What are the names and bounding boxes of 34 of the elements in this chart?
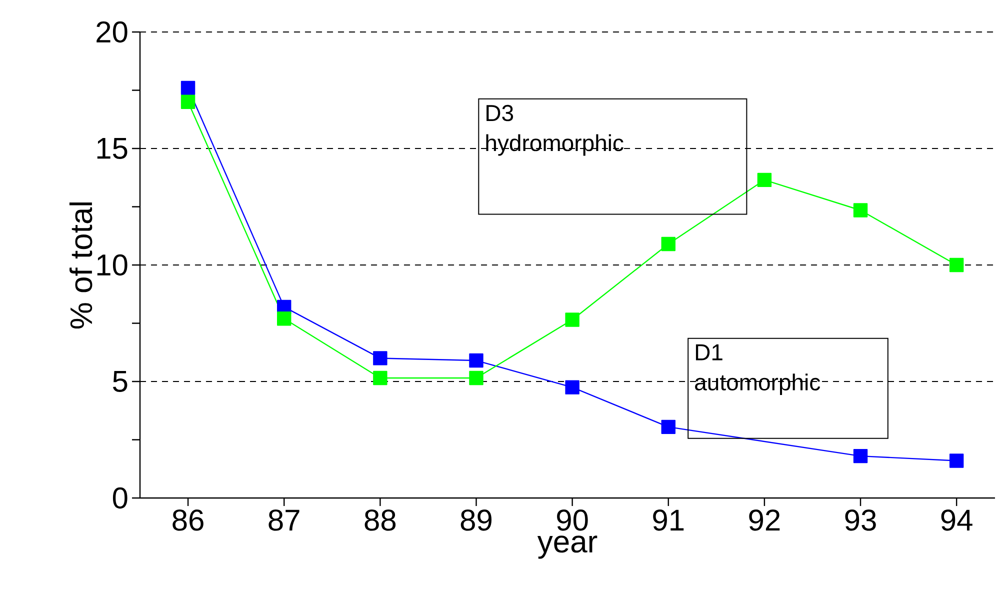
y-tick-label: 5 [112,371,128,392]
y-axis-title: % of total [69,202,92,329]
point [373,351,388,366]
x-tick-label: 88 [364,510,396,531]
x-tick-label: 90 [557,510,588,531]
y-tick-label: 20 [96,21,128,43]
point [661,420,676,434]
point [757,172,772,188]
point [949,454,964,468]
point [469,353,484,368]
point [853,448,868,464]
x-tick-label: 93 [845,510,876,531]
point [180,94,196,109]
point [853,203,868,218]
point [565,312,580,327]
annotation: D3 hydromorphic [486,104,624,156]
y-tick-label: 0 [112,487,128,509]
point [277,311,292,326]
point [373,370,388,386]
x-tick-label: 87 [268,510,300,531]
x-tick-label: 91 [653,510,684,531]
x-tick-label: 86 [172,510,204,531]
point [949,258,964,272]
point [180,80,196,96]
annotation: D1 automorphic [695,344,820,396]
x-axis-title: year [537,536,598,559]
point [469,370,484,386]
point [661,236,676,252]
y-tick-label: 15 [97,138,128,159]
point [565,380,580,394]
y-tick-label: 10 [97,254,128,276]
x-tick-label: 92 [749,510,780,531]
x-tick-label: 94 [941,510,972,531]
x-tick-label: 89 [460,510,492,531]
